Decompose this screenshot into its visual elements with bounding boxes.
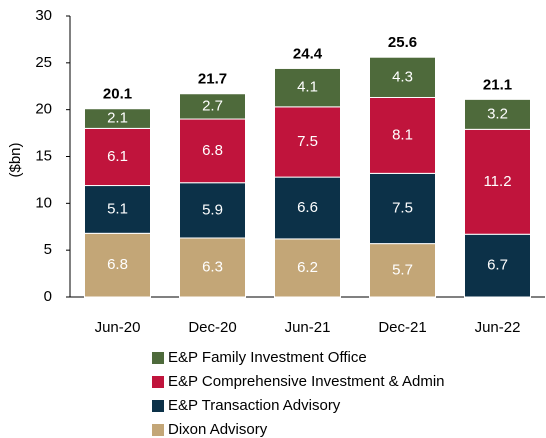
bar-segment <box>464 233 531 298</box>
legend-swatch <box>152 352 164 364</box>
bar-segment <box>274 67 341 108</box>
value-label: 4.3 <box>392 68 413 85</box>
value-label: 11.2 <box>483 173 511 190</box>
value-label: 6.8 <box>202 142 223 159</box>
bar-segment <box>179 118 246 184</box>
total-label: 21.1 <box>483 76 512 93</box>
legend-swatch <box>152 424 164 436</box>
bar-segment <box>464 98 531 130</box>
y-tick-label: 10 <box>35 194 52 211</box>
value-label: 6.6 <box>297 199 318 216</box>
value-label: 2.7 <box>202 97 223 114</box>
bar-segment <box>369 96 436 174</box>
legend-label: Dixon Advisory <box>168 421 268 438</box>
value-label: 5.1 <box>107 200 128 217</box>
total-label: 21.7 <box>198 71 227 88</box>
value-label: 6.3 <box>202 258 223 275</box>
x-tick-label: Jun-22 <box>475 319 521 336</box>
y-axis-label: ($bn) <box>7 142 24 177</box>
bar-segment <box>369 56 436 98</box>
value-label: 4.1 <box>297 79 318 96</box>
total-label: 20.1 <box>103 86 132 103</box>
bar-segment <box>179 93 246 120</box>
bar-segment <box>84 127 151 187</box>
value-label: 7.5 <box>297 133 318 150</box>
y-tick-label: 15 <box>35 147 52 164</box>
bar-segment <box>464 128 531 235</box>
value-label: 6.1 <box>107 148 128 165</box>
value-label: 6.2 <box>297 259 318 276</box>
y-tick-label: 0 <box>44 288 52 305</box>
y-tick-label: 30 <box>35 7 52 24</box>
value-label: 6.7 <box>487 257 508 274</box>
x-tick-label: Jun-20 <box>95 319 141 336</box>
legend-swatch <box>152 400 164 412</box>
legend-swatch <box>152 376 164 388</box>
total-label: 24.4 <box>293 45 323 62</box>
value-label: 7.5 <box>392 199 413 216</box>
y-tick-label: 25 <box>35 54 52 71</box>
bar-segment <box>84 185 151 234</box>
x-tick-label: Jun-21 <box>285 319 331 336</box>
value-label: 3.2 <box>487 105 508 122</box>
bar-segment <box>369 172 436 245</box>
value-label: 5.9 <box>202 201 223 218</box>
x-tick-label: Dec-21 <box>378 319 426 336</box>
y-tick-label: 5 <box>44 241 52 258</box>
legend-label: E&P Family Investment Office <box>168 349 367 366</box>
value-label: 8.1 <box>392 126 413 143</box>
bar-segment <box>84 232 151 298</box>
total-label: 25.6 <box>388 34 417 51</box>
bar-segment <box>179 182 246 239</box>
bar-segment <box>274 238 341 298</box>
y-tick-label: 20 <box>35 101 52 118</box>
value-label: 2.1 <box>107 110 128 127</box>
bar-segment <box>369 243 436 298</box>
x-tick-label: Dec-20 <box>188 319 236 336</box>
legend-label: E&P Comprehensive Investment & Admin <box>168 373 445 390</box>
bar-segment <box>84 108 151 129</box>
value-label: 6.8 <box>107 256 128 273</box>
bar-segment <box>274 106 341 178</box>
legend-label: E&P Transaction Advisory <box>168 397 341 414</box>
value-label: 5.7 <box>392 261 413 278</box>
